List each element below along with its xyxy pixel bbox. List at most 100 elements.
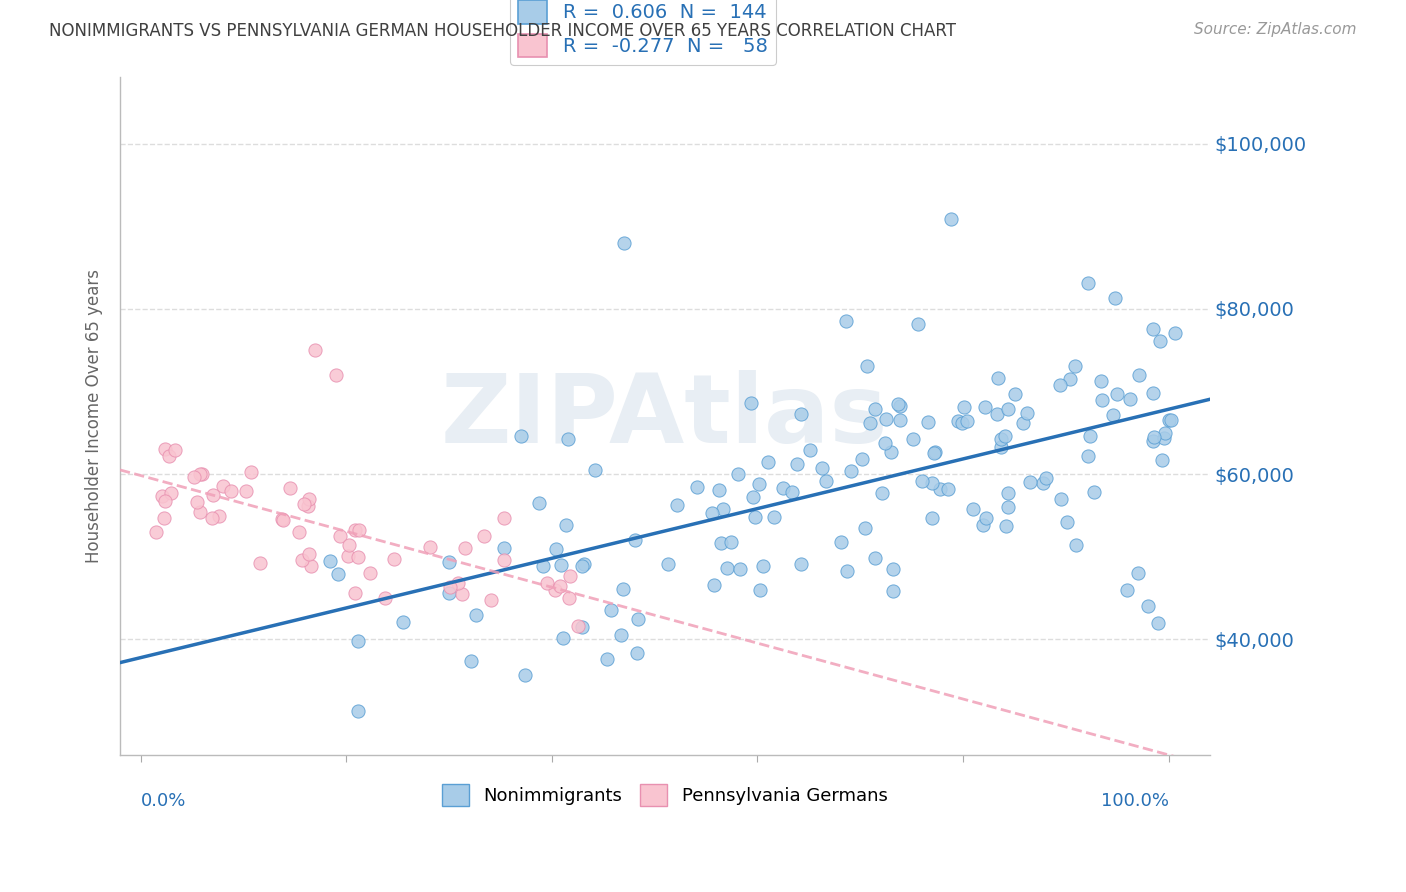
Point (948, 414, 970, 428)
Point (1150, 453, 1173, 467)
Point (1107, 386, 1129, 401)
Point (536, 575, 558, 590)
Point (550, 558, 572, 573)
Point (1142, 321, 1164, 335)
Point (716, 561, 738, 575)
Point (928, 482, 950, 496)
Point (188, 467, 211, 481)
Point (907, 318, 929, 332)
Point (1035, 471, 1057, 485)
Point (221, 483, 243, 498)
Point (830, 535, 852, 549)
Point (145, 524, 167, 539)
Point (720, 534, 742, 549)
Point (762, 509, 785, 524)
Point (437, 585, 460, 599)
Point (583, 463, 606, 477)
Point (810, 461, 832, 475)
Y-axis label: Householder Income Over 65 years: Householder Income Over 65 years (86, 269, 103, 563)
Point (997, 500, 1019, 514)
Point (903, 433, 925, 447)
Point (494, 553, 516, 567)
Point (799, 442, 821, 457)
Point (772, 481, 794, 495)
Point (1136, 599, 1159, 614)
Point (153, 511, 176, 525)
Point (249, 556, 271, 570)
Point (437, 555, 460, 569)
Point (990, 440, 1012, 454)
Point (555, 518, 578, 533)
Point (571, 559, 593, 574)
Point (873, 435, 896, 450)
Point (924, 445, 946, 459)
Point (1147, 615, 1170, 630)
Point (1015, 406, 1038, 420)
Point (1064, 538, 1087, 552)
Point (1143, 430, 1166, 444)
Point (1160, 413, 1182, 427)
Point (742, 490, 765, 504)
Point (921, 476, 943, 491)
Point (880, 445, 903, 459)
Point (974, 511, 997, 525)
Point (298, 547, 321, 561)
Point (343, 585, 366, 599)
Point (610, 628, 633, 642)
Point (790, 407, 813, 421)
Point (837, 565, 859, 579)
Point (292, 497, 315, 511)
Point (1091, 393, 1114, 408)
Point (786, 457, 808, 471)
Point (1032, 475, 1054, 490)
Point (987, 371, 1010, 385)
Point (790, 557, 813, 571)
Point (1078, 429, 1101, 443)
Point (856, 359, 879, 373)
Point (157, 449, 180, 463)
Point (595, 652, 617, 666)
Point (391, 615, 413, 629)
Point (1159, 413, 1181, 427)
Point (686, 480, 709, 494)
Point (997, 401, 1019, 416)
Point (990, 432, 1012, 446)
Point (150, 489, 173, 503)
Point (531, 559, 554, 574)
Point (626, 646, 648, 660)
Point (1083, 485, 1105, 500)
Point (159, 486, 181, 500)
Point (986, 408, 1008, 422)
Point (703, 578, 725, 592)
Point (557, 591, 579, 605)
Point (202, 488, 225, 502)
Point (472, 529, 495, 543)
Point (153, 493, 176, 508)
Point (882, 562, 904, 576)
Point (346, 549, 368, 564)
Point (479, 593, 502, 607)
Point (1142, 386, 1164, 401)
Point (887, 396, 910, 410)
Point (544, 582, 567, 597)
Point (917, 415, 939, 429)
Point (288, 524, 311, 539)
Point (153, 442, 176, 456)
Point (280, 481, 302, 495)
Point (1104, 292, 1126, 306)
Point (212, 479, 235, 493)
Point (1116, 582, 1139, 597)
Point (657, 557, 679, 571)
Point (513, 667, 536, 681)
Point (510, 429, 533, 443)
Point (700, 506, 723, 520)
Point (882, 584, 904, 599)
Point (711, 502, 734, 516)
Point (974, 400, 997, 414)
Point (329, 529, 352, 543)
Point (853, 521, 876, 535)
Point (319, 553, 342, 567)
Point (749, 582, 772, 597)
Point (239, 465, 262, 479)
Point (613, 235, 636, 250)
